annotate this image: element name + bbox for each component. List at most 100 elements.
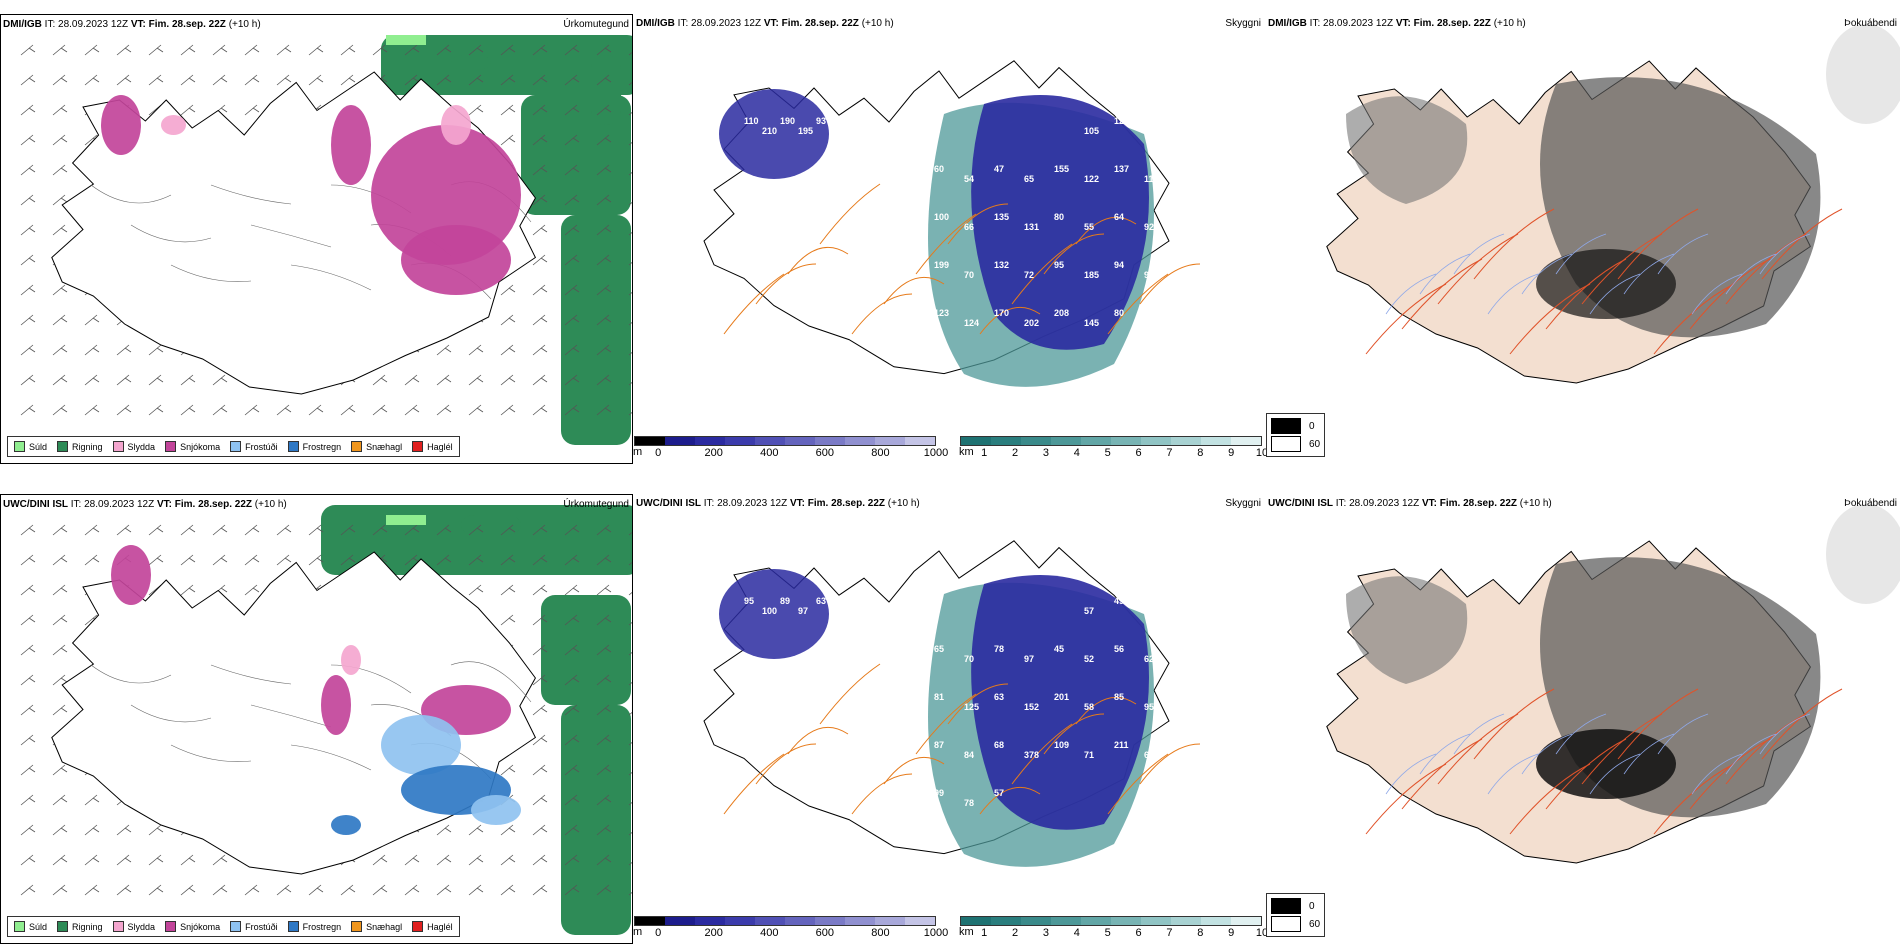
precip-legend: Súld Rigning Slydda Snjókoma Frostúði Frostre… (7, 436, 460, 457)
wind-barb (628, 201, 632, 206)
lead-time: (+10 h) (254, 499, 287, 510)
wind-barb (532, 314, 548, 326)
fog-panel-bottom: UWC/DINI ISL IT: 28.09.2023 12Z VT: Fim.… (1266, 494, 1900, 944)
wind-barb (532, 44, 548, 56)
colorbar-swatches (634, 916, 936, 926)
road (979, 306, 1041, 335)
rain-area (561, 215, 631, 445)
colorbar-cell (1231, 917, 1261, 925)
wind-barb (500, 884, 516, 896)
road (1011, 723, 1073, 785)
cloud-base-label: 84 (964, 750, 974, 760)
lead-time: (+10 h) (887, 498, 920, 509)
cloud-base-label: 64 (1114, 212, 1124, 222)
wind-barb (148, 854, 164, 866)
colorbar-cell (1111, 437, 1141, 445)
road (1581, 713, 1663, 785)
legend-swatch (287, 441, 299, 452)
legend-label: Frostregn (302, 921, 342, 932)
wind-barb (628, 351, 632, 356)
wind-barb (532, 674, 548, 686)
river (1725, 733, 1777, 775)
wind-barb (116, 824, 132, 836)
wind-barb (532, 884, 548, 896)
wind-barb (564, 704, 580, 716)
wind-barb (596, 74, 612, 86)
terrain-line (130, 704, 212, 723)
wind-barb (20, 194, 36, 206)
wind-barb (276, 44, 292, 56)
wind-barb (628, 111, 632, 116)
wind-barb (628, 861, 632, 866)
cloud-base-label: 123 (934, 308, 949, 318)
wind-barb (52, 314, 68, 326)
road (1617, 688, 1699, 760)
road (1473, 208, 1555, 280)
colorbar-tick-label: 10 (1255, 447, 1269, 459)
cloud-base-label: 60 (934, 164, 944, 174)
wind-barb (596, 104, 612, 116)
wind-barb (532, 134, 548, 146)
wind-barb (212, 854, 228, 866)
precip-patch (331, 105, 371, 185)
colorbar-cell (875, 437, 905, 445)
cloud-base-label: 65 (1024, 174, 1034, 184)
wind-barb (500, 524, 516, 536)
wind-barb (212, 404, 228, 416)
wind-barb (404, 374, 420, 386)
colorbar-cell (755, 917, 785, 925)
cloud-base-label: 57 (994, 788, 1004, 798)
legend-item-2: Slydda (112, 441, 155, 452)
cloud-base-label: 66 (964, 222, 974, 232)
cloud-base-label: 122 (1084, 174, 1099, 184)
wind-barb (212, 374, 228, 386)
rain-area (541, 595, 631, 705)
wind-barb (564, 524, 580, 536)
wind-barb (84, 44, 100, 56)
panel-header: UWC/DINI ISL IT: 28.09.2023 12Z VT: Fim.… (1268, 498, 1552, 509)
valid-time: VT: Fim. 28.sep. 22Z (130, 19, 226, 30)
init-time: IT: 28.09.2023 12Z (677, 18, 762, 29)
river (1759, 713, 1811, 755)
terrain-line (210, 184, 292, 205)
colorbar-tick-label: 3 (1042, 447, 1049, 459)
valid-time: VT: Fim. 28.sep. 22Z (1395, 18, 1491, 29)
wind-barb (244, 104, 260, 116)
model-name: UWC/DINI ISL (1268, 498, 1333, 509)
wind-barb (276, 404, 292, 416)
road (1075, 216, 1137, 245)
colorbar-cell (1021, 917, 1051, 925)
cloud-base-label: 96 (1144, 270, 1154, 280)
fog-key-swatch (1271, 916, 1301, 932)
colorbar-cell (665, 437, 695, 445)
legend-label: Súld (29, 441, 48, 452)
wind-barb (564, 374, 580, 386)
wind-barb (564, 134, 580, 146)
colorbar-unit: m (633, 446, 643, 458)
cloud-base-label: 58 (1084, 702, 1094, 712)
precip-patch (341, 645, 361, 675)
precip-patch (441, 105, 471, 145)
cloud-base-label: 378 (1024, 750, 1039, 760)
wind-barb (20, 794, 36, 806)
legend-swatch (351, 921, 363, 932)
cloud-base-label: 50 (1144, 606, 1154, 616)
wind-barb (52, 374, 68, 386)
cloud-base-label: 78 (994, 644, 1004, 654)
road (1473, 688, 1555, 760)
legend-swatch (57, 441, 69, 452)
legend-label: Haglél (427, 441, 453, 452)
wind-barb (564, 314, 580, 326)
wind-barb (148, 884, 164, 896)
river (1691, 273, 1743, 315)
wind-barb (564, 284, 580, 296)
wind-barb (52, 584, 68, 596)
road (947, 683, 1009, 725)
colorbar-cell (1081, 437, 1111, 445)
colorbar-cell (991, 437, 1021, 445)
wind-barb (148, 344, 164, 356)
wind-barb (596, 824, 612, 836)
wind-barb (180, 524, 196, 536)
wind-barb (52, 764, 68, 776)
wind-barb (596, 314, 612, 326)
